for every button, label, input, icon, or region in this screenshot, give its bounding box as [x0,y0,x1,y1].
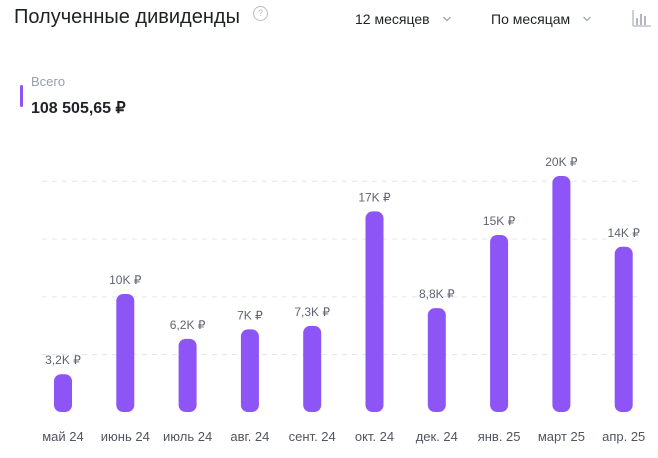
question-circle-icon[interactable]: ? [253,6,268,21]
category-label: июль 24 [163,429,212,444]
bar[interactable] [54,374,72,412]
bar-value-label: 6,2K ₽ [170,318,206,332]
bar[interactable] [178,338,197,412]
bar-value-label: 15K ₽ [483,214,516,228]
bar[interactable] [116,294,135,412]
category-label: май 24 [42,429,84,444]
bar[interactable] [614,246,633,412]
category-label: апр. 25 [602,429,645,444]
category-label: авг. 24 [230,429,269,444]
bar-value-label: 14K ₽ [608,226,641,240]
bar[interactable] [365,211,384,412]
bar[interactable] [427,308,446,412]
bar-value-label: 10K ₽ [109,273,142,287]
widget-title: Полученные дивиденды [14,6,240,28]
category-label: сент. 24 [289,429,336,444]
bar-chart-icon[interactable] [632,9,652,27]
total-label: Всего [31,74,66,89]
bar-value-label: 7,3K ₽ [294,305,330,319]
bar[interactable] [240,329,259,412]
category-label: янв. 25 [478,429,521,444]
bar-value-label: 8,8K ₽ [419,287,455,301]
widget-header: Полученные дивиденды ? 12 месяцев По мес… [14,0,658,36]
dividends-bar-chart: 3,2K ₽ май 24 10K ₽ июнь 24 6,2K ₽ июль 24 7K … [42,155,645,444]
bar[interactable] [490,235,509,412]
chevron-down-icon [583,16,592,22]
grouping-select[interactable]: По месяцам [491,9,592,29]
total-value: 108 505,65 ₽ [31,100,126,117]
category-label: дек. 24 [416,429,458,444]
bar[interactable] [303,325,322,412]
category-label: март 25 [538,429,585,444]
bar-value-label: 17K ₽ [358,190,391,204]
period-select[interactable]: 12 месяцев [355,9,452,29]
bar-value-label: 3,2K ₽ [45,353,81,367]
category-label: июнь 24 [101,429,150,444]
bar-value-label: 20K ₽ [545,155,578,169]
grouping-select-value: По месяцам [491,11,571,27]
period-select-value: 12 месяцев [355,11,430,27]
total-marker [20,85,23,107]
bar-value-label: 7K ₽ [237,308,263,322]
category-label: окт. 24 [355,429,394,444]
bar[interactable] [552,176,571,412]
chevron-down-icon [442,16,451,22]
